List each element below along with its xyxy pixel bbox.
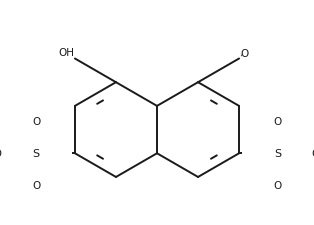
Text: S: S bbox=[33, 148, 40, 159]
Text: O: O bbox=[32, 117, 40, 127]
Text: HO: HO bbox=[0, 148, 3, 159]
Text: OH: OH bbox=[311, 148, 314, 159]
Text: O: O bbox=[32, 180, 40, 190]
Text: OH: OH bbox=[58, 48, 74, 58]
Text: O: O bbox=[274, 117, 282, 127]
Text: O: O bbox=[240, 48, 248, 58]
Text: S: S bbox=[274, 148, 281, 159]
Text: O: O bbox=[274, 180, 282, 190]
